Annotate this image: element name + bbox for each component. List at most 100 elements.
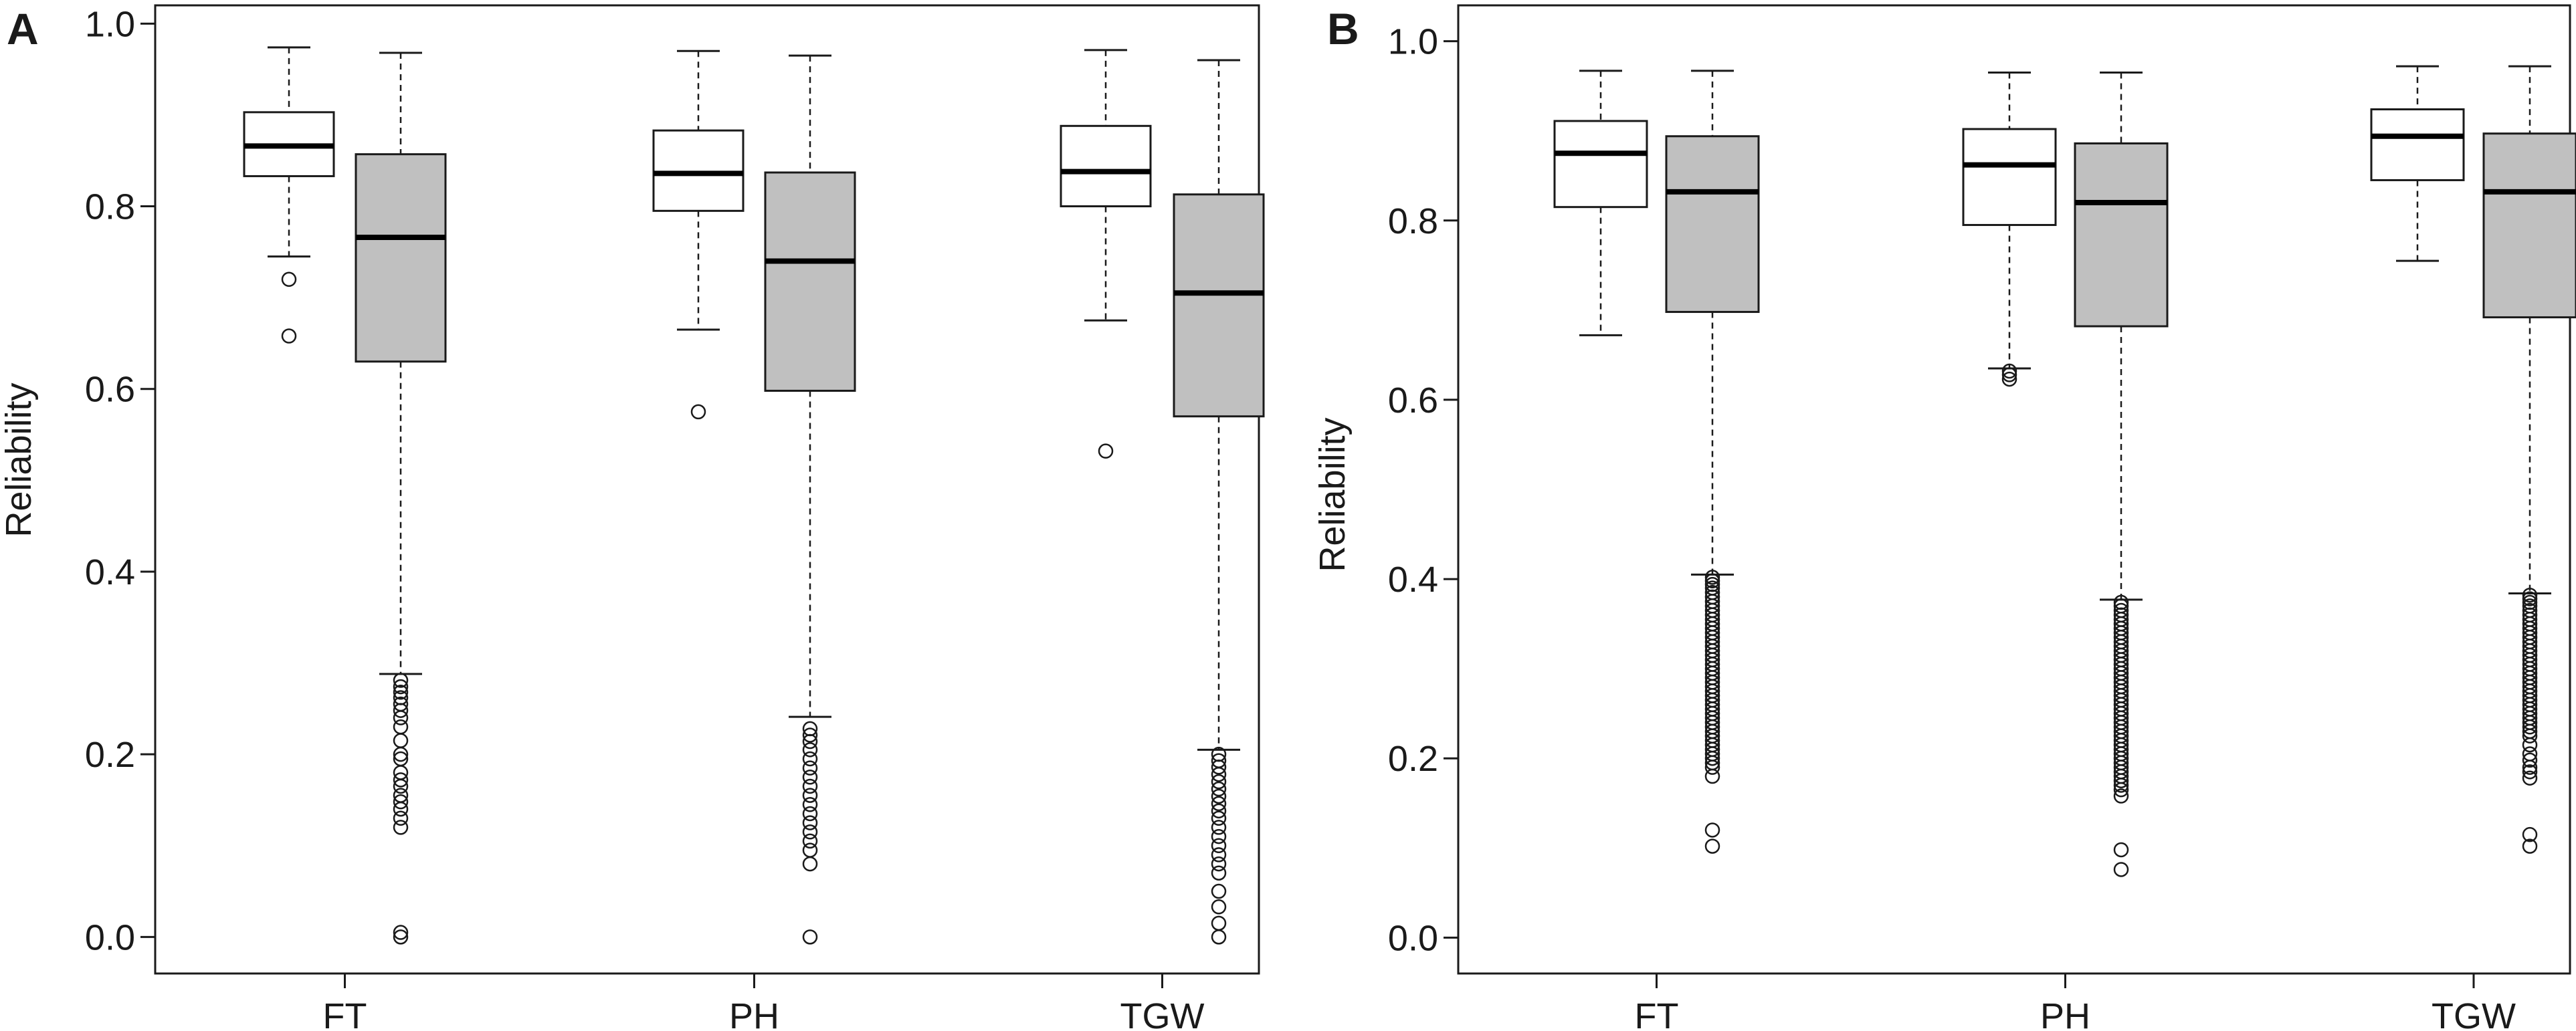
outlier-point: [393, 794, 409, 810]
category-label: FT: [323, 996, 367, 1031]
box-white-TGW: [2370, 65, 2465, 262]
box-white-PH: [652, 49, 745, 420]
outlier-point: [1211, 788, 1227, 804]
outlier-point: [1211, 820, 1227, 835]
box-body: [652, 129, 745, 212]
panel-b-y-axis-title: Reliability: [1312, 417, 1353, 572]
outlier-point: [393, 820, 409, 835]
outlier-point: [802, 824, 818, 840]
box-grey-TGW: [1173, 59, 1265, 945]
outlier-point: [1211, 883, 1227, 899]
outlier-point: [1704, 760, 1720, 775]
outlier-point: [393, 703, 409, 718]
box-body: [1962, 128, 2057, 226]
outlier-point: [2522, 760, 2538, 775]
y-tick-label: 0.2: [85, 735, 135, 775]
outlier-point: [802, 788, 818, 803]
y-tick-label: 0.8: [85, 187, 135, 227]
outlier-point: [802, 806, 818, 822]
outlier-point: [1211, 760, 1227, 775]
outlier-point: [281, 271, 297, 288]
outlier-point: [393, 679, 409, 695]
outlier-point: [2522, 719, 2538, 735]
outlier-point: [2522, 591, 2538, 606]
panel-a: A Reliability 0.0 0.2 0.4 0.6 0.8 1.0 FT PH TGW: [0, 4, 1265, 1031]
box-grey-FT: [355, 51, 447, 945]
panel-a-plot-frame: [154, 4, 1260, 975]
box-body: [355, 153, 447, 363]
outlier-point: [2522, 770, 2538, 786]
panel-a-y-axis: 0.0 0.2 0.4 0.6 0.8 1.0: [85, 4, 155, 957]
box-body: [2370, 108, 2465, 181]
outlier-point: [1211, 847, 1227, 863]
y-tick-label: 0.6: [85, 370, 135, 410]
outlier-point: [802, 733, 818, 750]
box-body: [2482, 132, 2576, 319]
outlier-point: [802, 929, 818, 945]
y-tick-label: 0.0: [1388, 918, 1438, 958]
y-tick-label: 0.6: [1388, 380, 1438, 421]
outlier-point: [393, 710, 409, 725]
box-grey-TGW: [2482, 65, 2576, 854]
outlier-point: [1704, 750, 1720, 766]
y-tick-label: 0.8: [1388, 201, 1438, 241]
outlier-point: [2113, 842, 2129, 858]
outlier-point: [393, 778, 409, 794]
outlier-point: [802, 751, 818, 767]
outlier-point: [1704, 570, 1720, 585]
panel-a-label: A: [7, 4, 39, 53]
panel-a-y-axis-title: Reliability: [0, 382, 39, 537]
outlier-point: [802, 770, 818, 785]
outlier-point: [393, 801, 409, 817]
outlier-point: [1211, 838, 1227, 854]
outlier-point: [2001, 367, 2017, 382]
outlier-point: [393, 673, 409, 688]
outlier-point: [393, 685, 409, 700]
outlier-point: [281, 328, 297, 344]
outlier-point: [802, 727, 818, 743]
category-label: FT: [1635, 996, 1679, 1031]
panel-b-label: B: [1327, 4, 1359, 53]
outlier-point: [1211, 929, 1227, 945]
category-label: TGW: [1120, 996, 1205, 1031]
outlier-point: [2522, 728, 2538, 743]
outlier-point: [393, 746, 409, 762]
outlier-point: [1098, 443, 1114, 459]
outlier-point: [393, 772, 409, 788]
y-tick-label: 0.0: [85, 917, 135, 957]
box-white-FT: [1553, 70, 1648, 336]
outlier-point: [802, 742, 818, 758]
outlier-point: [1211, 899, 1227, 915]
category-label: TGW: [2432, 996, 2516, 1031]
outlier-point: [1211, 766, 1227, 782]
panel-b-plot-frame: [1457, 4, 2571, 975]
outlier-point: [2001, 363, 2017, 379]
box-grey-PH: [764, 54, 856, 945]
outlier-point: [2522, 737, 2538, 753]
category-label: PH: [729, 996, 779, 1031]
y-tick-label: 0.4: [1388, 560, 1438, 600]
outlier-point: [1704, 838, 1720, 854]
outlier-point: [1211, 856, 1227, 872]
box-body: [1060, 124, 1152, 208]
outlier-point: [1211, 796, 1227, 812]
y-tick-label: 0.2: [1388, 739, 1438, 779]
outlier-point: [1211, 828, 1227, 844]
outlier-point: [1211, 781, 1227, 797]
outlier-point: [1211, 810, 1227, 826]
outlier-point: [802, 833, 818, 849]
box-white-FT: [243, 46, 335, 344]
panel-b-boxes: [1553, 65, 2576, 877]
outlier-point: [2113, 782, 2129, 798]
panel-b-y-axis: 0.0 0.2 0.4 0.6 0.8 1.0: [1388, 22, 1458, 958]
outlier-point: [690, 404, 706, 420]
panel-a-x-axis: FT PH TGW: [323, 973, 1205, 1031]
box-grey-FT: [1665, 70, 1760, 854]
outlier-point: [2522, 838, 2538, 854]
outlier-point: [802, 760, 818, 776]
panel-a-boxes: [243, 46, 1265, 945]
y-tick-label: 1.0: [85, 4, 135, 44]
panel-b: B Reliability 0.0 0.2 0.4 0.6 0.8 1.0 FT PH TGW: [1312, 4, 2576, 1031]
y-tick-label: 0.4: [85, 552, 135, 592]
box-white-TGW: [1060, 49, 1152, 459]
